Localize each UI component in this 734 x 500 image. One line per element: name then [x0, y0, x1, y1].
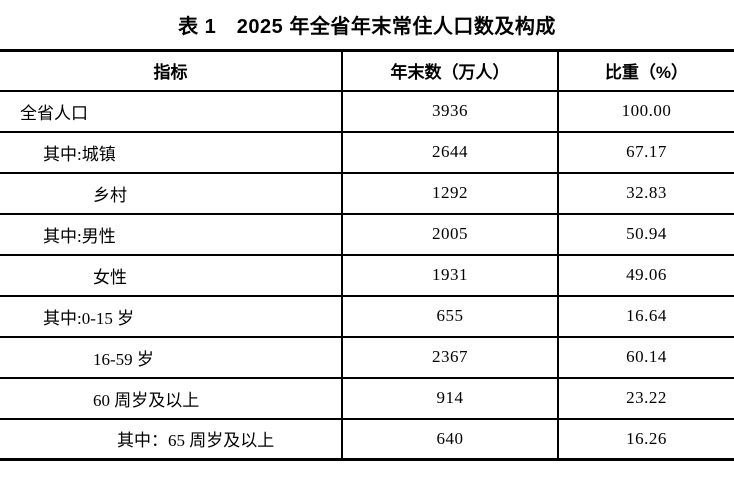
- value-cell: 1292: [342, 172, 559, 215]
- share-cell: 23.22: [558, 377, 734, 420]
- table-header-row: 指标 年末数（万人） 比重（%）: [0, 50, 734, 92]
- share-cell: 67.17: [558, 131, 734, 174]
- share-cell: 16.26: [558, 418, 734, 461]
- table-title: 表 1 2025 年全省年末常住人口数及构成: [178, 16, 556, 38]
- value-cell: 914: [342, 377, 559, 420]
- indicator-cell: 16-59 岁: [0, 336, 343, 379]
- value-cell: 3936: [342, 90, 559, 133]
- share-cell: 50.94: [558, 213, 734, 256]
- value-cell: 640: [342, 418, 559, 461]
- table-row: 其中:城镇 2644 67.17: [0, 131, 734, 174]
- indicator-cell: 乡村: [0, 172, 343, 215]
- value-cell: 2644: [342, 131, 559, 174]
- indicator-cell: 其中:0-15 岁: [0, 295, 343, 338]
- table-row: 女性 1931 49.06: [0, 254, 734, 297]
- share-cell: 60.14: [558, 336, 734, 379]
- table-row: 其中:男性 2005 50.94: [0, 213, 734, 256]
- indicator-cell: 其中:男性: [0, 213, 343, 256]
- table-row: 其中：65 周岁及以上 640 16.26: [0, 418, 734, 461]
- value-cell: 655: [342, 295, 559, 338]
- table-row: 全省人口 3936 100.00: [0, 90, 734, 133]
- table-row: 其中:0-15 岁 655 16.64: [0, 295, 734, 338]
- column-header-year-end-count: 年末数（万人）: [342, 50, 559, 92]
- value-cell: 1931: [342, 254, 559, 297]
- share-cell: 100.00: [558, 90, 734, 133]
- value-cell: 2005: [342, 213, 559, 256]
- share-cell: 32.83: [558, 172, 734, 215]
- share-cell: 49.06: [558, 254, 734, 297]
- indicator-cell: 其中:城镇: [0, 131, 343, 174]
- indicator-cell: 全省人口: [0, 90, 343, 133]
- share-cell: 16.64: [558, 295, 734, 338]
- indicator-cell: 60 周岁及以上: [0, 377, 343, 420]
- table-row: 乡村 1292 32.83: [0, 172, 734, 215]
- population-table: 指标 年末数（万人） 比重（%） 全省人口 3936 100.00 其中:城镇 …: [0, 49, 734, 461]
- table-row: 16-59 岁 2367 60.14: [0, 336, 734, 379]
- value-cell: 2367: [342, 336, 559, 379]
- table-row: 60 周岁及以上 914 23.22: [0, 377, 734, 420]
- indicator-cell: 女性: [0, 254, 343, 297]
- column-header-indicator: 指标: [0, 50, 343, 92]
- column-header-share: 比重（%）: [558, 50, 734, 92]
- indicator-cell: 其中：65 周岁及以上: [0, 418, 343, 461]
